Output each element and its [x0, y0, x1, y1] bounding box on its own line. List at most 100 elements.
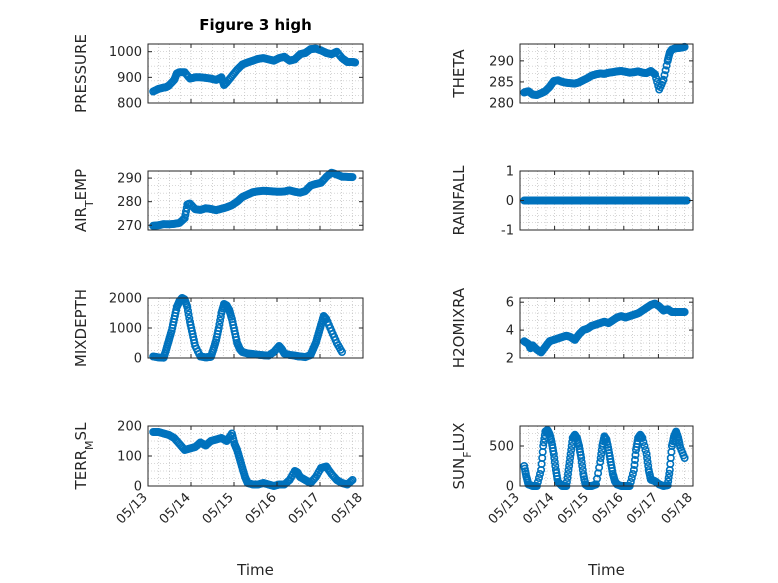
- series-markers: [149, 44, 360, 96]
- x-tick-label: 05/17: [286, 490, 323, 527]
- y-tick-label: 0: [134, 352, 142, 367]
- data-point: [211, 338, 220, 347]
- data-point: [643, 457, 652, 466]
- y-tick-label: 2: [506, 352, 514, 367]
- data-point: [258, 54, 267, 63]
- y-tick-label: 0: [134, 480, 142, 495]
- data-point: [665, 469, 674, 478]
- y-axis-label: H2OMIXRA: [450, 287, 468, 368]
- x-tick-label: 05/14: [157, 490, 194, 527]
- y-axis-label: THETA: [450, 49, 468, 99]
- data-point: [258, 186, 267, 195]
- y-axis-label: TERRMSL: [72, 422, 96, 491]
- data-point: [345, 478, 354, 487]
- data-point: [641, 445, 650, 454]
- axes-box: [147, 170, 364, 231]
- data-point: [626, 477, 635, 486]
- y-tick-label: 285: [489, 75, 514, 90]
- data-point: [664, 473, 673, 482]
- data-point: [658, 78, 667, 87]
- data-point: [597, 449, 606, 458]
- data-point: [550, 453, 559, 462]
- series-markers: [149, 427, 357, 490]
- data-point: [539, 438, 548, 447]
- data-point: [210, 205, 219, 214]
- data-point: [605, 451, 614, 460]
- data-point: [335, 50, 344, 59]
- data-point: [313, 332, 322, 341]
- data-point: [533, 477, 542, 486]
- axes-box: [519, 297, 694, 359]
- subplot-pressure: 800 900 1000 PRESSURE: [72, 34, 364, 113]
- y-tick-label: 0: [506, 194, 514, 209]
- data-point: [567, 445, 576, 454]
- data-point: [566, 453, 575, 462]
- x-tick-label: 05/18: [659, 490, 696, 527]
- data-point: [574, 439, 583, 448]
- axes-box: [147, 43, 364, 104]
- data-point: [538, 447, 547, 456]
- subplot-air-temp: 270 280 290 AIRTEMP: [72, 168, 364, 234]
- data-point: [164, 338, 173, 347]
- data-point: [639, 437, 648, 446]
- data-point: [564, 465, 573, 474]
- data-point: [182, 207, 191, 216]
- data-point: [215, 320, 224, 329]
- data-point: [577, 457, 586, 466]
- y-axis-label: PRESSURE: [72, 34, 90, 113]
- data-point: [643, 453, 652, 462]
- x-tick-label: 05/13: [486, 490, 523, 527]
- data-point: [628, 469, 637, 478]
- y-tick-label: 100: [117, 450, 142, 465]
- series-markers: [149, 168, 357, 230]
- data-point: [347, 477, 356, 486]
- axes-box: [519, 425, 694, 487]
- y-tick-label: 4: [506, 324, 514, 339]
- data-point: [225, 75, 234, 84]
- y-tick-label: 1000: [109, 322, 142, 337]
- subplot-terr-msl: 0 100 200 TERRMSL 05/13 05/14 05/15 05/16 05/17 0…: [72, 420, 366, 580]
- data-point: [642, 449, 651, 458]
- subplot-sun-flux: 0 500 SUNFLUX 05/1305/1405/1505/1605/1705/1…: [450, 423, 696, 579]
- series-markers: [149, 293, 346, 362]
- data-point: [235, 452, 244, 461]
- y-tick-label: 290: [489, 54, 514, 69]
- y-tick-label: 6: [506, 296, 514, 311]
- data-point: [316, 323, 325, 332]
- x-tick-label: 05/18: [329, 490, 366, 527]
- y-axis-label: RAINFALL: [450, 165, 468, 236]
- data-point: [563, 469, 572, 478]
- data-point: [652, 74, 661, 83]
- y-tick-label: 290: [117, 172, 142, 187]
- y-axis-label: AIRTEMP: [72, 169, 96, 232]
- data-point: [567, 441, 576, 450]
- data-point: [534, 473, 543, 482]
- axes-box: [519, 43, 694, 104]
- data-point: [563, 473, 572, 482]
- data-point: [595, 463, 604, 472]
- data-point: [662, 481, 671, 490]
- x-tick-label: 05/13: [114, 490, 151, 527]
- data-point: [163, 220, 172, 229]
- subplot-h2omixra: 2 4 6 H2OMIXRA: [450, 287, 694, 368]
- x-tick-label: 05/15: [200, 490, 237, 527]
- x-tick-label: 05/16: [590, 490, 627, 527]
- y-tick-label: 900: [117, 71, 142, 86]
- y-tick-label: 500: [489, 440, 514, 455]
- data-point: [566, 449, 575, 458]
- data-point: [237, 461, 246, 470]
- data-point: [172, 436, 181, 445]
- data-point: [309, 475, 318, 484]
- y-axis-label: MIXDEPTH: [72, 289, 90, 367]
- series-markers: [520, 299, 689, 357]
- data-point: [627, 473, 636, 482]
- data-point: [273, 187, 282, 196]
- data-point: [230, 68, 239, 77]
- subplot-theta: 280 285 290 THETA: [450, 42, 694, 112]
- data-point: [660, 71, 669, 80]
- data-point: [562, 477, 571, 486]
- data-point: [548, 443, 557, 452]
- data-point: [550, 457, 559, 466]
- data-point: [258, 479, 267, 488]
- y-tick-label: 270: [117, 219, 142, 234]
